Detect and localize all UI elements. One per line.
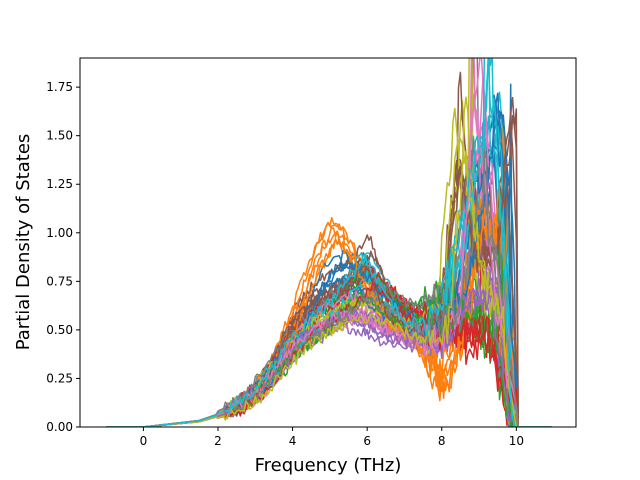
x-tick-label: 0 xyxy=(140,434,148,448)
y-tick-label: 1.00 xyxy=(46,226,73,240)
series-lines xyxy=(106,58,552,427)
x-tick-label: 4 xyxy=(289,434,297,448)
y-tick-label: 0.50 xyxy=(46,323,73,337)
y-tick-label: 1.75 xyxy=(46,80,73,94)
x-tick-label: 8 xyxy=(438,434,446,448)
y-axis-ticks: 0.00 0.25 0.50 0.75 1.00 1.25 1.50 1.75 xyxy=(46,80,80,434)
x-axis-label: Frequency (THz) xyxy=(255,455,402,476)
y-tick-label: 1.50 xyxy=(46,129,73,143)
y-axis-label: Partial Density of States xyxy=(13,134,34,351)
x-tick-label: 2 xyxy=(214,434,222,448)
pdos-series-line xyxy=(106,60,552,427)
y-tick-label: 1.25 xyxy=(46,177,73,191)
y-tick-label: 0.75 xyxy=(46,274,73,288)
x-tick-label: 10 xyxy=(509,434,524,448)
y-tick-label: 0.25 xyxy=(46,371,73,385)
x-tick-label: 6 xyxy=(363,434,371,448)
plot-frame xyxy=(79,57,577,428)
x-axis-ticks: 0 2 4 6 8 10 xyxy=(140,427,524,448)
y-tick-label: 0.00 xyxy=(46,420,73,434)
